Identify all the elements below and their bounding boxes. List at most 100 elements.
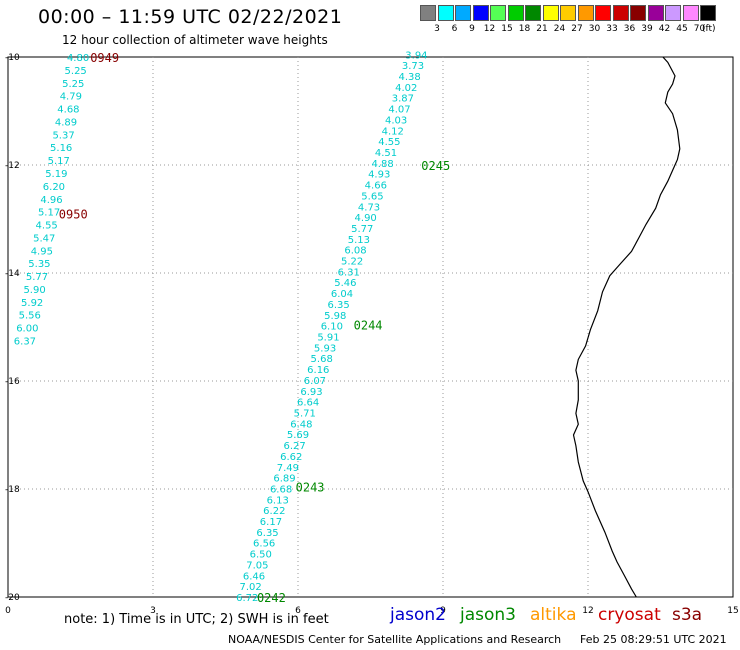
pass-time-label: 0244 bbox=[354, 318, 383, 332]
wave-height-label: 7.49 bbox=[277, 463, 299, 474]
wave-height-label: 4.55 bbox=[36, 221, 58, 232]
wave-height-label: 5.25 bbox=[62, 79, 84, 90]
colorbar-label: 18 bbox=[518, 24, 531, 34]
lon-tick-label: 12 bbox=[582, 606, 593, 616]
wave-height-label: 4.96 bbox=[40, 195, 62, 206]
colorbar-swatch bbox=[490, 5, 506, 21]
colorbar-label: 36 bbox=[623, 24, 636, 34]
wave-height-label: 6.07 bbox=[304, 376, 326, 387]
wave-height-label: 6.50 bbox=[250, 550, 272, 561]
colorbar-label: 9 bbox=[469, 24, 475, 34]
wave-height-label: 5.25 bbox=[65, 66, 87, 77]
map-subtitle: 12 hour collection of altimeter wave hei… bbox=[62, 33, 328, 47]
colorbar-label: 45 bbox=[676, 24, 688, 34]
wave-height-label: 4.03 bbox=[385, 115, 407, 126]
wave-height-label: 5.19 bbox=[45, 169, 67, 180]
satellite-name: jason2 bbox=[390, 605, 446, 625]
colorbar-swatch bbox=[507, 5, 524, 21]
pass-time-label: 0949 bbox=[90, 51, 119, 65]
colorbar-swatch bbox=[630, 5, 646, 21]
satellite-name: cryosat bbox=[598, 605, 661, 625]
wave-height-label: 4.55 bbox=[378, 137, 400, 148]
lon-tick-label: 15 bbox=[727, 606, 738, 616]
wave-height-label: 4.02 bbox=[395, 83, 417, 94]
colorbar-swatch bbox=[700, 5, 716, 21]
wave-height-label: 5.65 bbox=[361, 191, 383, 202]
wave-height-label: 6.16 bbox=[307, 365, 329, 376]
lat-tick-label: -18 bbox=[5, 485, 20, 495]
wave-height-label: 5.17 bbox=[38, 208, 60, 219]
colorbar-label: 15 bbox=[501, 24, 513, 34]
satellite-name: s3a bbox=[672, 605, 703, 625]
wave-height-label: 5.92 bbox=[21, 298, 43, 309]
wave-height-label: 6.35 bbox=[327, 300, 349, 311]
wave-height-label: 4.88 bbox=[371, 159, 393, 170]
colorbar-swatch bbox=[542, 5, 559, 21]
wave-height-label: 3.94 bbox=[405, 50, 427, 61]
wave-height-label: 5.16 bbox=[50, 143, 72, 154]
wave-height-label: 6.72 bbox=[236, 593, 258, 604]
colorbar-label: 42 bbox=[658, 24, 671, 34]
wave-height-label: 5.68 bbox=[311, 354, 333, 365]
colorbar-swatch bbox=[560, 5, 576, 21]
wave-height-label: 5.37 bbox=[52, 130, 74, 141]
wave-height-label: 5.13 bbox=[348, 235, 370, 246]
wave-height-label: 4.80 bbox=[67, 53, 89, 64]
wave-height-label: 6.37 bbox=[14, 337, 36, 348]
pass-time-label: 0242 bbox=[257, 591, 286, 605]
wave-height-label: 5.17 bbox=[48, 156, 70, 167]
wave-height-label: 5.56 bbox=[19, 311, 41, 322]
lon-tick-label: 3 bbox=[150, 606, 156, 616]
colorbar-label: 30 bbox=[588, 24, 601, 34]
wave-height-label: 6.27 bbox=[283, 441, 305, 452]
wave-height-label: 4.89 bbox=[55, 117, 77, 128]
colorbar-swatch bbox=[665, 5, 681, 21]
colorbar-label: 39 bbox=[641, 24, 653, 34]
wave-height-label: 6.13 bbox=[267, 495, 289, 506]
wave-height-label: 6.35 bbox=[256, 528, 278, 539]
wave-height-label: 6.48 bbox=[290, 419, 312, 430]
wave-height-label: 6.17 bbox=[260, 517, 282, 528]
wave-height-label: 6.93 bbox=[300, 387, 322, 398]
colorbar-label: 27 bbox=[571, 24, 583, 34]
colorbar-label: 24 bbox=[553, 24, 566, 34]
pass-time-label: 0243 bbox=[296, 480, 325, 494]
colorbar-unit: (ft) bbox=[702, 24, 716, 34]
colorbar-label: 12 bbox=[483, 24, 496, 34]
wave-height-label: 5.90 bbox=[23, 285, 45, 296]
colorbar-swatch bbox=[437, 5, 454, 21]
lat-tick-label: -20 bbox=[5, 593, 20, 603]
wave-height-label: 5.46 bbox=[334, 278, 356, 289]
colorbar-swatch bbox=[577, 5, 594, 21]
wave-height-label: 6.04 bbox=[331, 289, 353, 300]
wave-height-label: 6.56 bbox=[253, 539, 275, 550]
wave-height-label: 5.91 bbox=[317, 333, 339, 344]
wave-height-label: 4.95 bbox=[31, 246, 53, 257]
lat-tick-label: -12 bbox=[5, 161, 20, 171]
wave-height-label: 7.02 bbox=[240, 582, 262, 593]
lon-tick-label: 0 bbox=[5, 606, 11, 616]
lon-tick-label: 6 bbox=[295, 606, 301, 616]
wave-height-label: 6.08 bbox=[344, 246, 366, 257]
lat-tick-label: -14 bbox=[5, 269, 20, 279]
wave-height-label: 5.22 bbox=[341, 257, 363, 268]
colorbar-label: 70 bbox=[693, 24, 706, 34]
wave-height-label: 4.66 bbox=[365, 181, 387, 192]
colorbar-swatch bbox=[455, 5, 471, 21]
wave-height-label: 6.46 bbox=[243, 571, 265, 582]
wave-height-label: 6.31 bbox=[338, 267, 360, 278]
lon-tick-label: 9 bbox=[440, 606, 446, 616]
colorbar-swatch bbox=[612, 5, 629, 21]
wave-height-label: 5.93 bbox=[314, 343, 336, 354]
credit-line: NOAA/NESDIS Center for Satellite Applica… bbox=[228, 633, 562, 646]
lat-tick-label: -10 bbox=[5, 53, 20, 63]
wave-height-label: 6.68 bbox=[270, 484, 292, 495]
wave-height-label: 4.51 bbox=[375, 148, 397, 159]
wave-height-label: 5.47 bbox=[33, 233, 55, 244]
wave-height-label: 6.89 bbox=[273, 474, 295, 485]
wave-height-label: 6.10 bbox=[321, 322, 343, 333]
wave-height-label: 5.77 bbox=[351, 224, 373, 235]
lat-tick-label: -16 bbox=[5, 377, 20, 387]
